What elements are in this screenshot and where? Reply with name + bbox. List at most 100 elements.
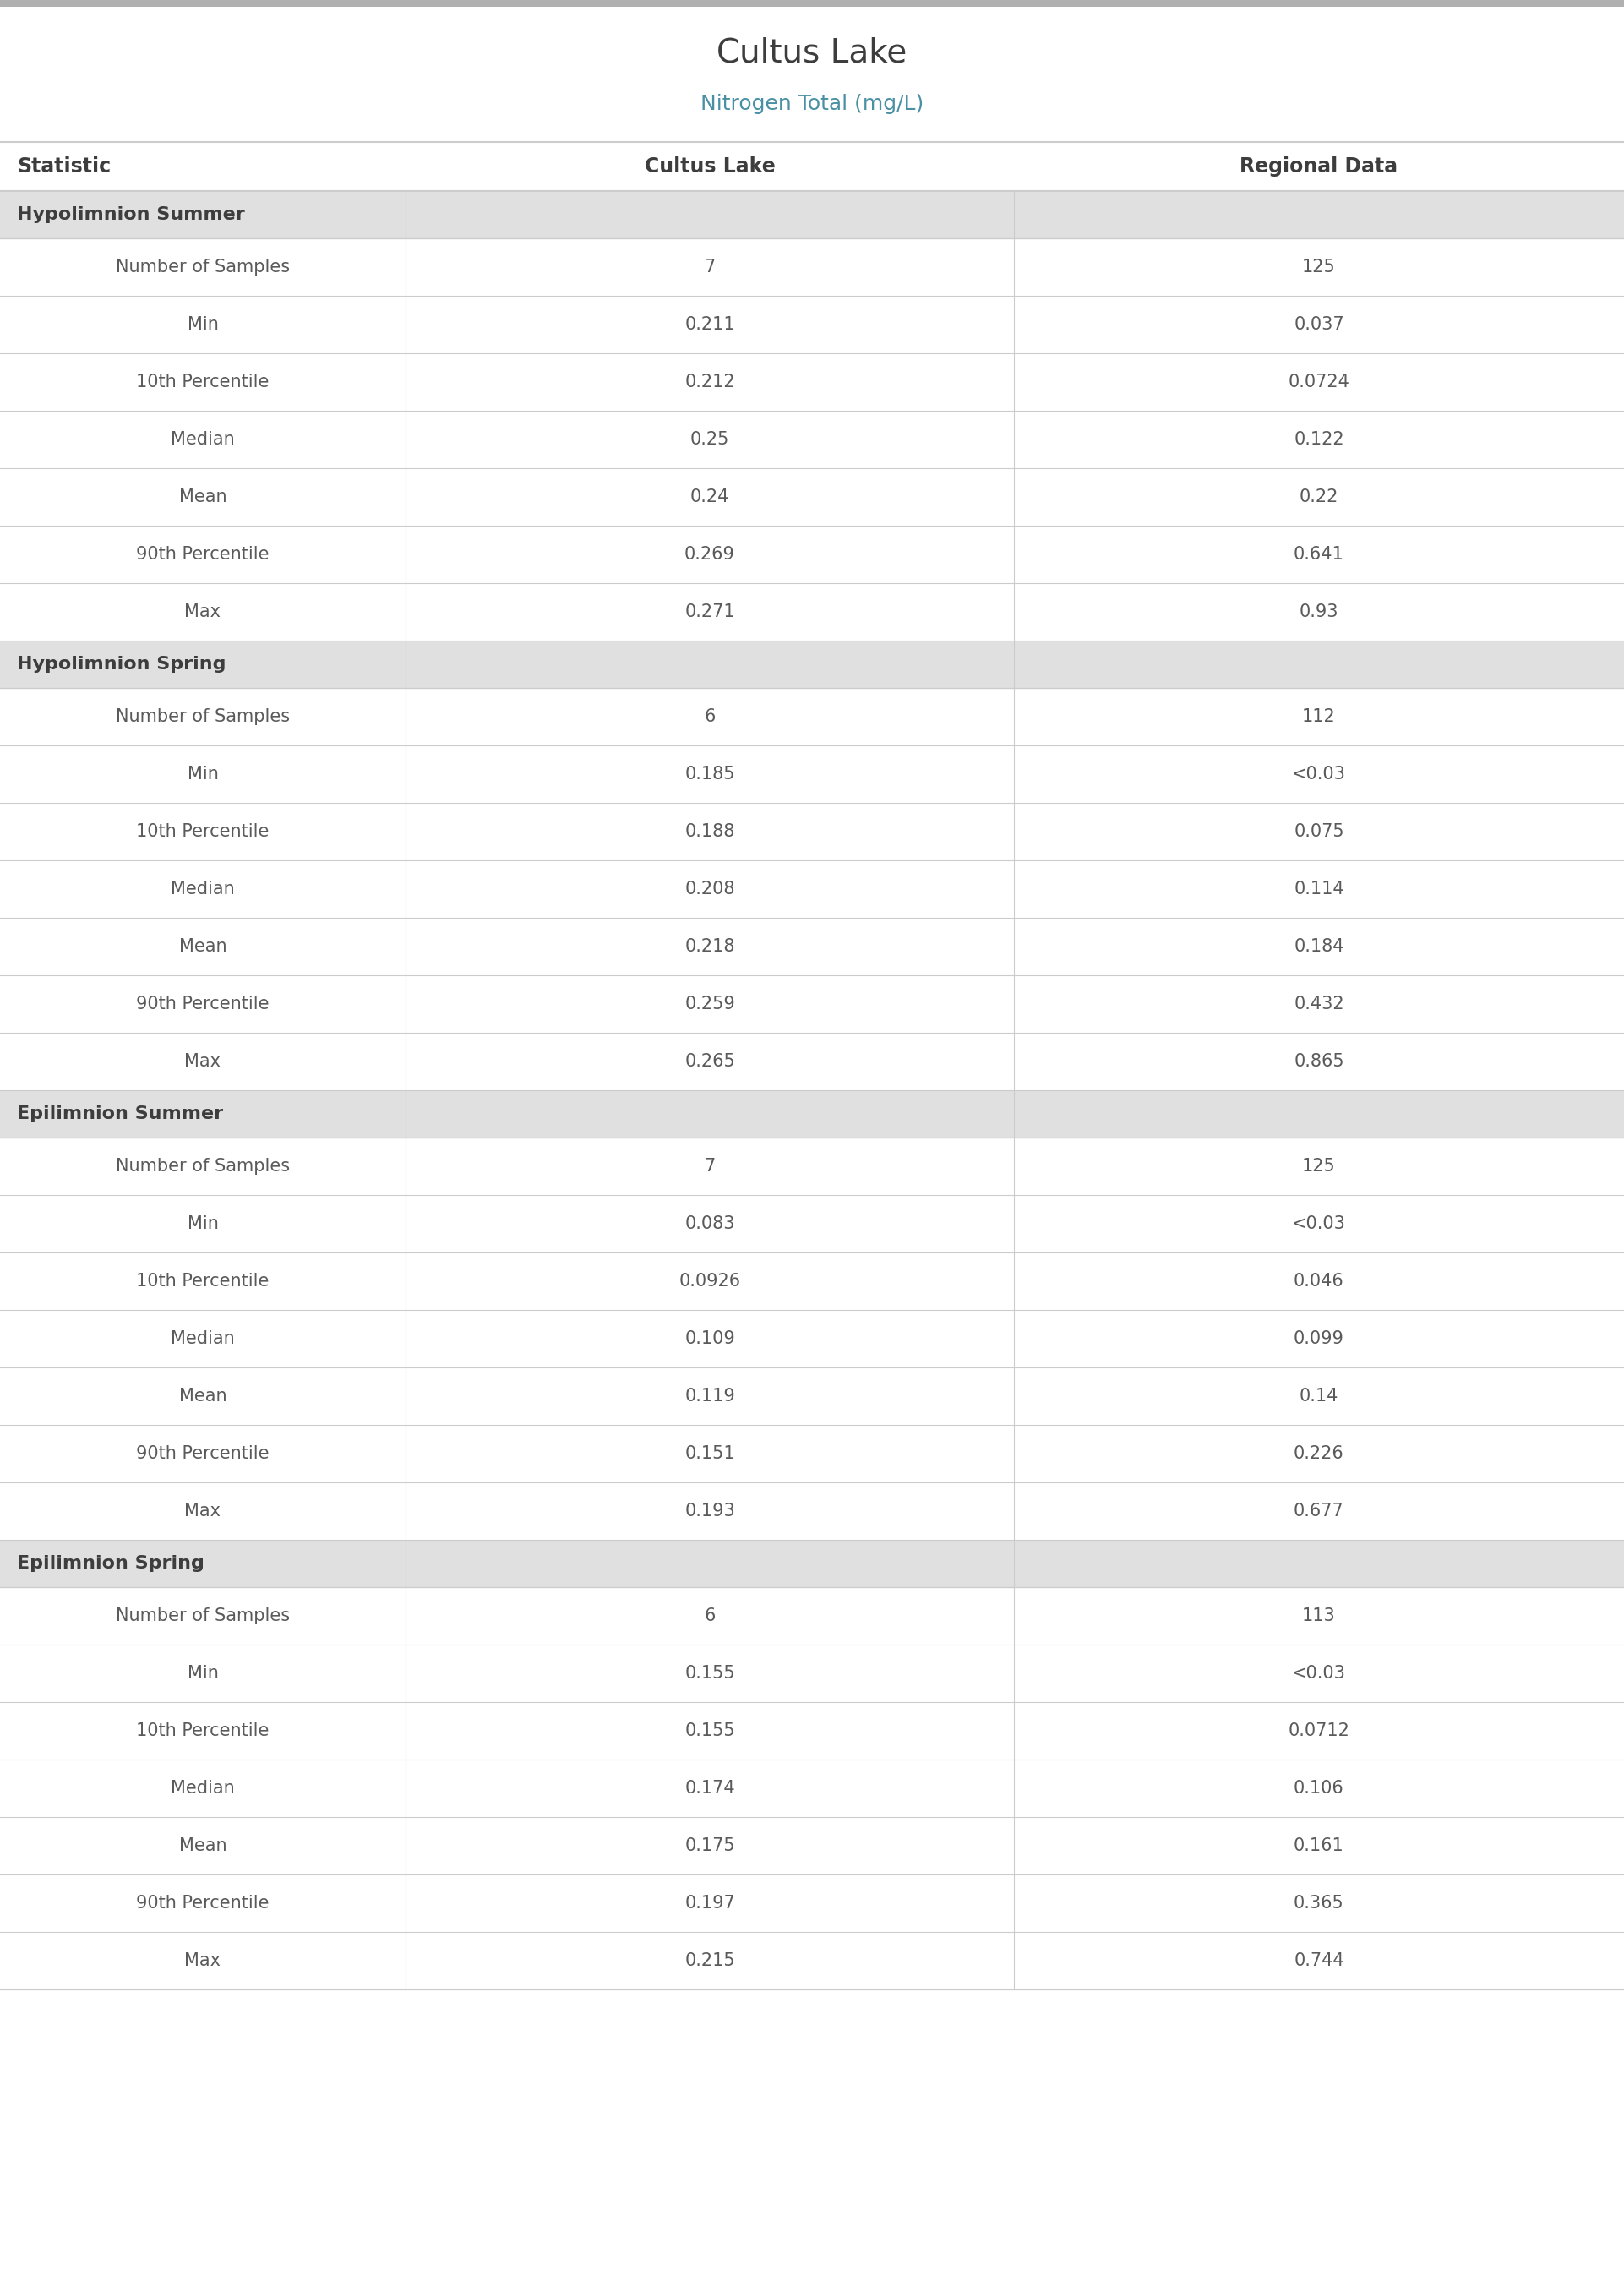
Text: Median: Median: [171, 431, 235, 447]
Text: 0.037: 0.037: [1294, 316, 1345, 334]
Text: 0.14: 0.14: [1299, 1387, 1338, 1405]
Text: Cultus Lake: Cultus Lake: [716, 36, 908, 70]
Text: 113: 113: [1302, 1607, 1337, 1625]
Text: 0.185: 0.185: [685, 765, 736, 783]
Text: 0.432: 0.432: [1294, 997, 1345, 1012]
Text: 0.269: 0.269: [684, 547, 736, 563]
Text: 0.744: 0.744: [1294, 1952, 1345, 1968]
Text: 0.197: 0.197: [685, 1895, 736, 1911]
Bar: [0, 1702, 1624, 1759]
Text: 0.226: 0.226: [1294, 1446, 1345, 1462]
Text: 0.119: 0.119: [685, 1387, 736, 1405]
Text: Max: Max: [185, 1503, 221, 1519]
Text: Regional Data: Regional Data: [1239, 157, 1398, 177]
Text: 0.046: 0.046: [1294, 1273, 1345, 1289]
Bar: [0, 976, 1624, 1033]
Text: 6: 6: [705, 708, 716, 724]
Text: Nitrogen Total (mg/L): Nitrogen Total (mg/L): [700, 93, 924, 114]
Text: 0.259: 0.259: [685, 997, 736, 1012]
Text: 112: 112: [1302, 708, 1337, 724]
Text: Number of Samples: Number of Samples: [115, 259, 289, 275]
Text: 0.365: 0.365: [1294, 1895, 1345, 1911]
Text: 0.175: 0.175: [685, 1836, 736, 1855]
Text: 0.075: 0.075: [1294, 824, 1345, 840]
Text: 0.193: 0.193: [685, 1503, 736, 1519]
Text: 6: 6: [705, 1607, 716, 1625]
Text: Number of Samples: Number of Samples: [115, 1607, 289, 1625]
Bar: [0, 1253, 1624, 1310]
Text: 0.271: 0.271: [685, 604, 736, 620]
Text: 0.265: 0.265: [685, 1053, 736, 1069]
Text: 90th Percentile: 90th Percentile: [136, 1895, 270, 1911]
Text: Number of Samples: Number of Samples: [115, 708, 289, 724]
Bar: [0, 1090, 1624, 1137]
Bar: [0, 1033, 1624, 1090]
Text: 0.0712: 0.0712: [1288, 1723, 1350, 1739]
Text: Median: Median: [171, 1330, 235, 1346]
Text: Hypolimnion Summer: Hypolimnion Summer: [16, 207, 245, 222]
Text: 0.184: 0.184: [1294, 938, 1345, 956]
Bar: [0, 583, 1624, 640]
Bar: [0, 1194, 1624, 1253]
Text: 0.151: 0.151: [685, 1446, 736, 1462]
Text: 0.155: 0.155: [685, 1664, 736, 1682]
Text: 90th Percentile: 90th Percentile: [136, 997, 270, 1012]
Text: 0.174: 0.174: [685, 1780, 736, 1798]
Bar: [0, 804, 1624, 860]
Text: 7: 7: [705, 1158, 715, 1174]
Bar: [0, 238, 1624, 295]
Bar: [0, 1310, 1624, 1367]
Text: <0.03: <0.03: [1293, 765, 1346, 783]
Bar: [0, 1137, 1624, 1194]
Text: 0.211: 0.211: [685, 316, 736, 334]
Text: Max: Max: [185, 1952, 221, 1968]
Text: 0.099: 0.099: [1294, 1330, 1345, 1346]
Text: Min: Min: [187, 1214, 218, 1233]
Text: Number of Samples: Number of Samples: [115, 1158, 289, 1174]
Text: 10th Percentile: 10th Percentile: [136, 1273, 270, 1289]
Text: 0.0724: 0.0724: [1288, 375, 1350, 390]
Bar: [0, 527, 1624, 583]
Text: 90th Percentile: 90th Percentile: [136, 1446, 270, 1462]
Text: 0.188: 0.188: [685, 824, 734, 840]
Text: 0.155: 0.155: [685, 1723, 736, 1739]
Bar: [0, 1816, 1624, 1875]
Bar: [0, 860, 1624, 917]
Text: 0.218: 0.218: [685, 938, 736, 956]
Bar: [0, 1367, 1624, 1426]
Text: Mean: Mean: [179, 488, 227, 506]
Text: Min: Min: [187, 765, 218, 783]
Bar: [0, 1539, 1624, 1587]
Text: 10th Percentile: 10th Percentile: [136, 1723, 270, 1739]
Text: 0.93: 0.93: [1299, 604, 1338, 620]
Bar: [0, 1482, 1624, 1539]
Text: Median: Median: [171, 1780, 235, 1798]
Bar: [0, 1875, 1624, 1932]
Text: 0.109: 0.109: [685, 1330, 736, 1346]
Text: Min: Min: [187, 1664, 218, 1682]
Text: 0.22: 0.22: [1299, 488, 1338, 506]
Bar: [0, 745, 1624, 804]
Text: 0.122: 0.122: [1294, 431, 1345, 447]
Text: Max: Max: [185, 1053, 221, 1069]
Text: 7: 7: [705, 259, 715, 275]
Text: Min: Min: [187, 316, 218, 334]
Text: 125: 125: [1302, 1158, 1337, 1174]
Text: 0.106: 0.106: [1294, 1780, 1345, 1798]
Bar: [0, 411, 1624, 468]
Text: 0.24: 0.24: [690, 488, 729, 506]
Text: Epilimnion Spring: Epilimnion Spring: [16, 1555, 205, 1571]
Text: 0.215: 0.215: [685, 1952, 736, 1968]
Text: 0.208: 0.208: [685, 881, 736, 897]
Text: 0.161: 0.161: [1294, 1836, 1345, 1855]
Bar: [0, 640, 1624, 688]
Text: Median: Median: [171, 881, 235, 897]
Bar: [0, 0, 1624, 7]
Text: <0.03: <0.03: [1293, 1214, 1346, 1233]
Text: Epilimnion Summer: Epilimnion Summer: [16, 1105, 222, 1121]
Text: 90th Percentile: 90th Percentile: [136, 547, 270, 563]
Bar: [0, 1932, 1624, 1989]
Bar: [0, 688, 1624, 745]
Text: 0.083: 0.083: [685, 1214, 736, 1233]
Text: Statistic: Statistic: [16, 157, 110, 177]
